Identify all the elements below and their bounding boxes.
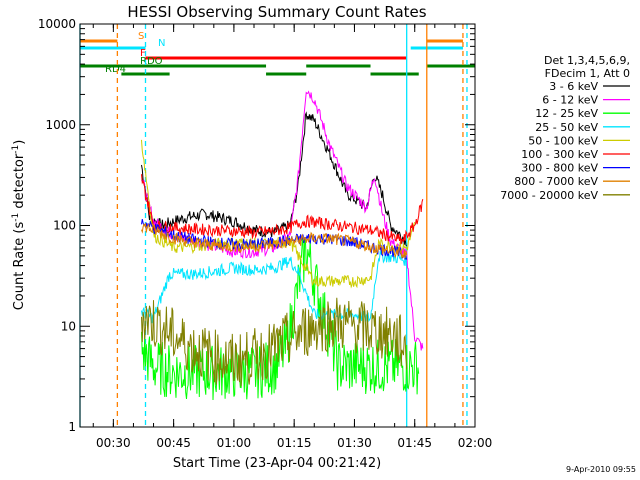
- legend-label-1: 6 - 12 keV: [542, 94, 598, 107]
- series-line-2: [141, 237, 420, 401]
- legend-label-3: 25 - 50 keV: [535, 121, 598, 134]
- chart-title: HESSI Observing Summary Count Rates: [127, 3, 426, 21]
- series-line-7: [141, 223, 408, 259]
- flag-label-night: N: [158, 38, 165, 49]
- y-axis-label: Count Rate (s-1 detector-1): [11, 140, 27, 311]
- x-tick-label-6: 02:00: [458, 436, 493, 450]
- y-axis-label-sup2: -1: [11, 145, 21, 154]
- flag-label-saa: S: [138, 31, 144, 42]
- legend-label-6: 300 - 800 keV: [521, 162, 598, 175]
- legend-label-2: 12 - 25 keV: [535, 107, 598, 120]
- x-tick-label-5: 01:45: [397, 436, 432, 450]
- y-tick-label-2: 100: [53, 219, 76, 233]
- legend-label-8: 7000 - 20000 keV: [500, 189, 598, 202]
- x-axis-label: Start Time (23-Apr-04 00:21:42): [173, 456, 381, 471]
- legend-label-5: 100 - 300 keV: [521, 148, 598, 161]
- flag-label-rdo: RDO: [140, 56, 163, 67]
- x-axis: 00:30 00:45 01:00 01:15 01:30 01:45 02:00: [92, 24, 493, 450]
- legend-label-7: 800 - 7000 keV: [514, 175, 598, 188]
- y-axis: 1 10 100 1000 10000: [38, 17, 475, 434]
- flag-label-rd4: RD4: [105, 64, 126, 75]
- flag-label-flare: F: [140, 48, 146, 59]
- series-lines: [141, 90, 424, 401]
- x-tick-label-3: 01:15: [277, 436, 312, 450]
- legend: Det 1,3,4,5,6,9, FDecim 1, Att 0 3 - 6 k…: [500, 54, 630, 202]
- x-tick-label-4: 01:30: [337, 436, 372, 450]
- y-tick-label-3: 1000: [45, 118, 76, 132]
- series-line-5: [141, 174, 424, 245]
- series-line-0: [141, 111, 408, 247]
- y-axis-label-sup1: -1: [11, 213, 21, 222]
- legend-header-2: FDecim 1, Att 0: [545, 67, 630, 80]
- y-tick-label-1: 10: [61, 319, 76, 333]
- x-tick-label-1: 00:45: [156, 436, 191, 450]
- legend-label-4: 50 - 100 keV: [528, 134, 598, 147]
- legend-label-0: 3 - 6 keV: [549, 80, 598, 93]
- y-tick-label-0: 1: [68, 420, 76, 434]
- y-tick-label-4: 10000: [38, 17, 76, 31]
- x-tick-label-0: 00:30: [96, 436, 131, 450]
- series-line-4: [141, 139, 416, 289]
- legend-header-1: Det 1,3,4,5,6,9,: [544, 54, 630, 67]
- footer-date: 9-Apr-2010 09:55: [566, 465, 636, 474]
- x-tick-label-2: 01:00: [217, 436, 252, 450]
- series-line-8: [141, 297, 408, 387]
